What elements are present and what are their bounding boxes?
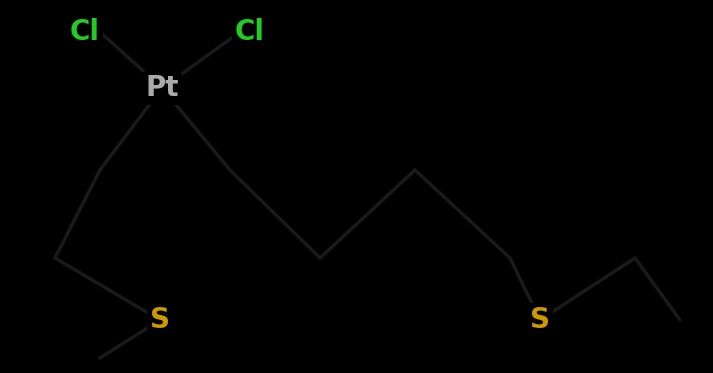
Text: Cl: Cl: [70, 18, 100, 46]
Text: Pt: Pt: [145, 74, 179, 102]
Text: S: S: [150, 306, 170, 334]
Text: S: S: [530, 306, 550, 334]
Text: Cl: Cl: [235, 18, 265, 46]
